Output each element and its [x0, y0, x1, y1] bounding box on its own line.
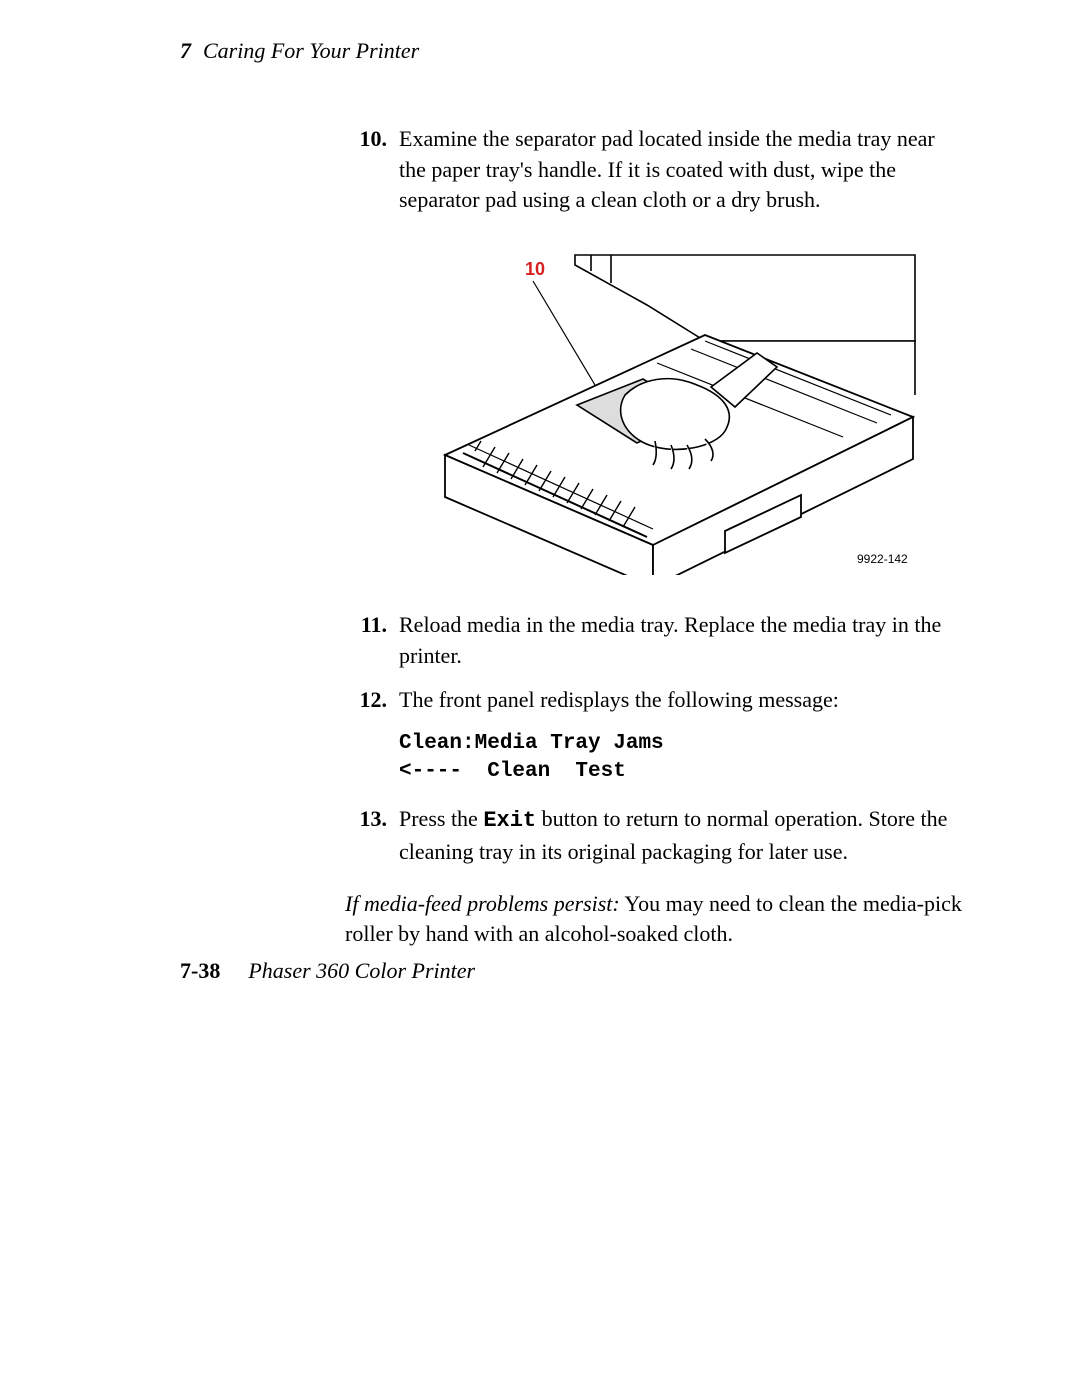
chapter-number: 7 [180, 38, 191, 63]
front-panel-message: Clean:Media Tray Jams <---- Clean Test [399, 730, 965, 787]
page-footer: 7-38 Phaser 360 Color Printer [180, 958, 475, 984]
note-lead: If media-feed problems persist: [345, 891, 620, 916]
book-title: Phaser 360 Color Printer [248, 958, 475, 983]
step-number: 11. [345, 610, 387, 671]
step-11: 11. Reload media in the media tray. Repl… [345, 610, 965, 671]
step-text: The front panel redisplays the following… [399, 685, 965, 715]
persist-note: If media-feed problems persist: You may … [345, 889, 965, 950]
panel-line-1: Clean:Media Tray Jams [399, 732, 664, 755]
step-10: 10. Examine the separator pad located in… [345, 124, 965, 215]
figure-media-tray: 10 [405, 245, 965, 580]
exit-keyword: Exit [483, 808, 536, 833]
step-number: 13. [345, 804, 387, 867]
running-header: 7 Caring For Your Printer [180, 38, 965, 64]
panel-line-2: <---- Clean Test [399, 760, 626, 783]
figure-id: 9922-142 [857, 552, 908, 566]
step-text: Press the Exit button to return to norma… [399, 804, 965, 867]
callout-leader [533, 281, 595, 385]
tray-illustration: 10 [405, 245, 925, 575]
step-13-pre: Press the [399, 806, 483, 831]
body-content: 10. Examine the separator pad located in… [345, 124, 965, 949]
step-number: 10. [345, 124, 387, 215]
step-12: 12. The front panel redisplays the follo… [345, 685, 965, 715]
chapter-title: Caring For Your Printer [203, 38, 419, 63]
step-13: 13. Press the Exit button to return to n… [345, 804, 965, 867]
figure-callout-label: 10 [525, 259, 545, 279]
step-text: Examine the separator pad located inside… [399, 124, 965, 215]
step-text: Reload media in the media tray. Replace … [399, 610, 965, 671]
page-number: 7-38 [180, 958, 220, 983]
step-number: 12. [345, 685, 387, 715]
manual-page: 7 Caring For Your Printer 10. Examine the… [0, 0, 1080, 1397]
